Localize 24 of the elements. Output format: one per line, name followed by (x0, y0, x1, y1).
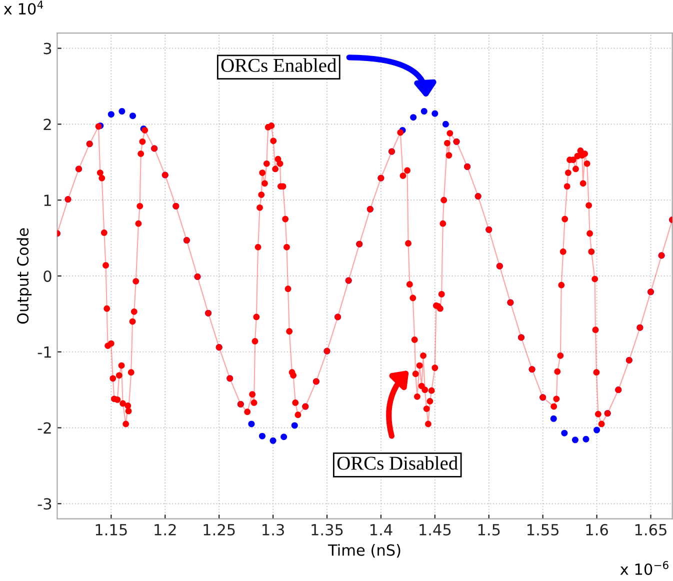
text: x 10$^{4}$ (4, 0, 44, 15)
y-tick-label: 3 (44, 42, 52, 54)
x-tick-label: 1.3 (262, 524, 284, 536)
x-tick-label: 1.65 (635, 524, 666, 536)
annotation: ORCs Enabled (221, 58, 336, 72)
text: x 10$^{−6}$ (620, 561, 668, 576)
y-tick-label: -3 (38, 498, 52, 510)
x-tick-label: 1.2 (154, 524, 176, 536)
x-tick-label: 1.45 (420, 524, 451, 536)
x-tick-label: 1.4 (370, 524, 392, 536)
annotation: ORCs Disabled (337, 456, 458, 470)
x-tick-label: 1.6 (586, 524, 608, 536)
y-axis-title: Output Code (16, 228, 32, 324)
x-tick-label: 1.35 (312, 524, 343, 536)
y-tick-label: 0 (44, 270, 52, 282)
x-tick-label: 1.15 (96, 524, 127, 536)
y-tick-label: -2 (38, 422, 51, 434)
y-tick-label: 2 (44, 118, 51, 130)
x-tick-label: 1.25 (204, 524, 235, 536)
x-axis-title: Time (nS) (328, 544, 400, 558)
x-tick-label: 1.5 (478, 524, 500, 536)
x-tick-label: 1.55 (527, 524, 558, 536)
y-tick-label: 1 (44, 194, 51, 206)
y-tick-label: -1 (38, 346, 51, 358)
